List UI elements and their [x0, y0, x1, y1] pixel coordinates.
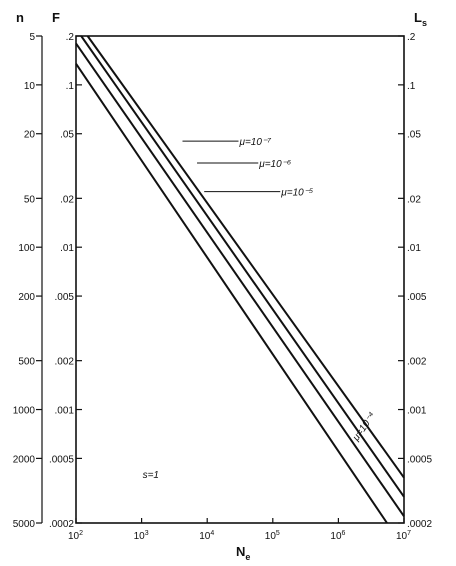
ls-tick-label-4: .01 — [407, 243, 421, 254]
f-tick-label-0: .2 — [66, 32, 75, 43]
x-tick-label-2: 104 — [199, 530, 214, 542]
series-lines — [75, 35, 405, 524]
n-tick-label-3: 50 — [24, 194, 36, 205]
x-tick-label-4: 106 — [330, 530, 345, 542]
ls-tick-label-5: .005 — [407, 292, 427, 303]
f-tick-label-8: .0005 — [49, 454, 74, 465]
n-tick-label-7: 1000 — [13, 406, 36, 417]
annotation-4: s=1 — [143, 470, 159, 481]
f-tick-label-1: .1 — [66, 81, 75, 92]
f-tick-label-3: .02 — [60, 194, 74, 205]
annotation-1: μ=10⁻⁶ — [258, 159, 291, 170]
n-tick-label-0: 5 — [29, 32, 35, 43]
annotation-0: μ=10⁻⁷ — [238, 137, 271, 148]
f-tick-label-2: .05 — [60, 130, 74, 141]
ls-tick-label-6: .002 — [407, 357, 427, 368]
n-tick-label-6: 500 — [18, 357, 35, 368]
f-tick-label-4: .01 — [60, 243, 74, 254]
n-tick-label-4: 100 — [18, 243, 35, 254]
series-line-mu-1e-4 — [75, 63, 388, 524]
f-tick-label-6: .002 — [55, 357, 75, 368]
x-tick-label-5: 107 — [396, 530, 411, 542]
x-tick-label-3: 105 — [265, 530, 280, 542]
x-axis: 102 103 104 105 106 107 — [68, 518, 411, 542]
ls-tick-label-9: .0002 — [407, 519, 432, 530]
series-line-mu-1e-6 — [80, 35, 405, 498]
ls-tick-label-0: .2 — [407, 32, 416, 43]
n-axis: 5 10 20 50 100 200 500 1000 2000 5000 — [13, 32, 43, 530]
n-tick-label-2: 20 — [24, 130, 36, 141]
f-tick-label-9: .0002 — [49, 519, 74, 530]
ls-tick-label-2: .05 — [407, 130, 421, 141]
plot-frame — [75, 35, 405, 524]
plot-border — [75, 35, 405, 524]
n-tick-label-1: 10 — [24, 81, 36, 92]
ls-tick-label-7: .001 — [407, 406, 427, 417]
n-tick-label-5: 200 — [18, 292, 35, 303]
x-tick-label-0: 102 — [68, 530, 83, 542]
series-line-mu-1e-5 — [75, 42, 405, 517]
n-tick-label-8: 2000 — [13, 454, 36, 465]
f-tick-label-5: .005 — [55, 292, 75, 303]
annotation-2: μ=10⁻⁵ — [280, 188, 313, 199]
ls-tick-label-8: .0005 — [407, 454, 432, 465]
ls-tick-label-1: .1 — [407, 81, 416, 92]
f-axis-title: F — [52, 10, 60, 25]
ls-tick-label-3: .02 — [407, 194, 421, 205]
n-tick-label-9: 5000 — [13, 519, 36, 530]
f-axis: .2 .1 .05 .02 .01 .005 .002 .001 .0005 .0002 — [49, 32, 82, 530]
axis-titles: n F Ls Ne — [16, 10, 427, 562]
f-tick-label-7: .001 — [55, 406, 75, 417]
n-axis-title: n — [16, 10, 24, 25]
x-axis-title: Ne — [236, 544, 250, 562]
x-tick-label-1: 103 — [134, 530, 149, 542]
ls-axis: .2 .1 .05 .02 .01 .005 .002 .001 .0005 .0002 — [398, 32, 432, 530]
ls-axis-title: Ls — [414, 10, 427, 28]
series-line-mu-1e-7 — [86, 35, 405, 479]
